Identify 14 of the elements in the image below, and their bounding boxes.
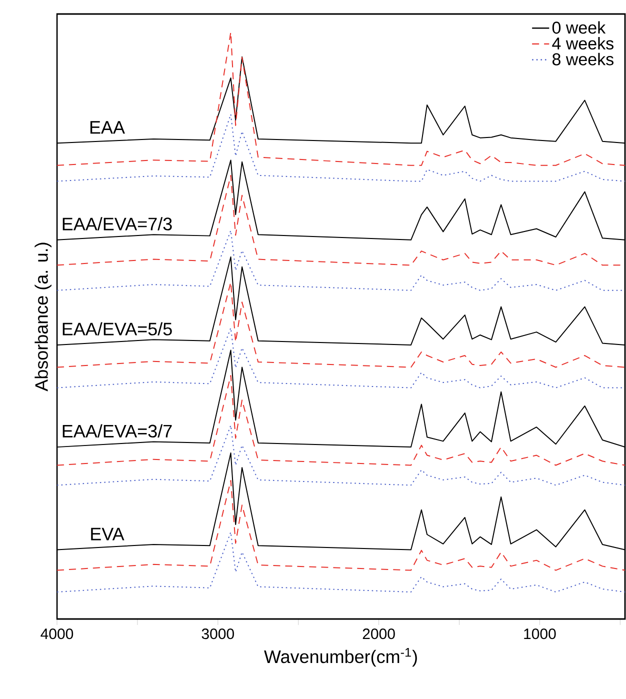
annotation: EAA bbox=[90, 121, 125, 134]
legend-label: 8 weeks bbox=[552, 52, 614, 66]
x-tick-label: 4000 bbox=[40, 628, 74, 640]
annotation: EAA/EVA=7/3 bbox=[62, 217, 172, 230]
x-tick-label: 1000 bbox=[524, 628, 556, 640]
x-tick-label: 2000 bbox=[362, 628, 395, 640]
x-axis-title: Wavenumber(cm$^{-1}$) bbox=[264, 648, 417, 667]
x-tick-label: 3000 bbox=[202, 628, 234, 640]
legend-label: 0 week bbox=[552, 21, 606, 34]
annotation: EAA/EVA=3/7 bbox=[62, 424, 172, 438]
y-axis-title: Absorbance (a. u.) bbox=[34, 242, 52, 392]
legend-label: 4 weeks bbox=[552, 37, 614, 50]
annotation: EAA/EVA=5/5 bbox=[62, 322, 172, 336]
annotation: EVA bbox=[91, 528, 124, 540]
